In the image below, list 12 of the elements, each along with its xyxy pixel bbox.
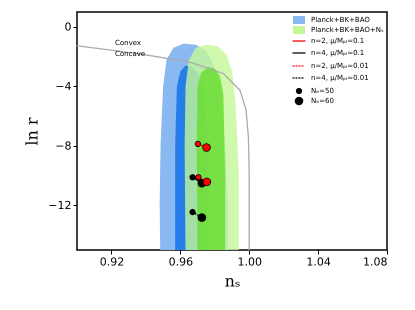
y-tick-label: 0 <box>64 20 72 34</box>
y-tick-label: −8 <box>55 139 72 152</box>
x-tick-label: 0.92 <box>100 256 124 268</box>
line-series <box>76 45 250 251</box>
x-tick-label: 1.04 <box>306 256 331 268</box>
y-tick-label: −12 <box>48 198 72 212</box>
x-tick-label: 1.00 <box>237 256 262 268</box>
y-axis-title: ln r <box>22 117 42 146</box>
y-tick-label: −4 <box>55 80 72 93</box>
x-axis-title: nₛ <box>224 272 240 290</box>
x-tick-label: 1.08 <box>363 256 388 268</box>
x-tick-label: 0.96 <box>168 256 194 268</box>
